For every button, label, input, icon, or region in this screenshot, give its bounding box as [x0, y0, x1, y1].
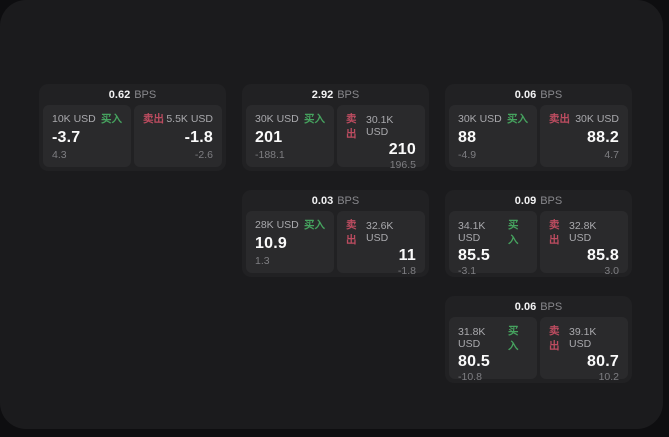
- cards-grid: 0.62 BPS 10K USD 买入 -3.7 4.3 卖出 5.5K USD…: [39, 84, 632, 383]
- bps-value: 0.06: [514, 89, 537, 101]
- buy-price: 88: [458, 128, 477, 146]
- sell-delta: -2.6: [194, 149, 213, 161]
- sell-delta: 10.2: [598, 371, 619, 383]
- sell-panel[interactable]: 卖出 5.5K USD -1.8 -2.6: [134, 105, 222, 167]
- sell-side-label: 卖出: [346, 113, 357, 140]
- buy-amount: 34.1K USD: [458, 220, 486, 244]
- buy-panel[interactable]: 31.8K USD 买入 80.5 -10.8: [449, 317, 537, 383]
- buy-side-label: 买入: [304, 113, 325, 125]
- sell-amount: 30.1K USD: [365, 114, 394, 138]
- bps-header: 2.92 BPS: [246, 86, 425, 105]
- sell-panel[interactable]: 卖出 30.1K USD 210 196.5: [337, 105, 425, 171]
- buy-panel[interactable]: 30K USD 买入 88 -4.9: [449, 105, 537, 167]
- sell-panel[interactable]: 卖出 30K USD 88.2 4.7: [540, 105, 628, 167]
- sell-price: 210: [388, 141, 416, 158]
- buy-amount: 31.8K USD: [458, 326, 486, 350]
- buy-panel[interactable]: 28K USD 买入 10.9 1.3: [246, 211, 334, 273]
- sell-price: 85.8: [587, 247, 619, 264]
- buy-side-label: 买入: [508, 219, 519, 246]
- buy-amount: 10K USD: [52, 112, 96, 125]
- sell-amount: 30K USD: [575, 112, 619, 125]
- sell-amount: 32.6K USD: [365, 220, 394, 244]
- bps-header: 0.06 BPS: [449, 298, 628, 317]
- bps-header: 0.06 BPS: [449, 86, 628, 105]
- buy-side-label: 买入: [304, 219, 325, 231]
- buy-amount: 30K USD: [458, 112, 502, 125]
- quote-card: 0.09 BPS 34.1K USD 买入 85.5 -3.1 卖出 32.8K…: [445, 190, 632, 277]
- buy-panel[interactable]: 34.1K USD 买入 85.5 -3.1: [449, 211, 537, 277]
- buy-side-label: 买入: [508, 325, 519, 352]
- buy-price: 80.5: [458, 353, 490, 370]
- bps-value: 0.62: [108, 89, 131, 101]
- bps-value: 0.03: [311, 195, 334, 207]
- sell-side-label: 卖出: [549, 325, 560, 352]
- bps-value: 0.06: [514, 301, 537, 313]
- sell-amount: 32.8K USD: [568, 220, 597, 244]
- bps-unit-label: BPS: [337, 195, 360, 207]
- bps-header: 0.09 BPS: [449, 192, 628, 211]
- buy-delta: -3.1: [458, 265, 477, 277]
- sell-delta: -1.8: [397, 265, 416, 277]
- buy-sell-panels: 28K USD 买入 10.9 1.3 卖出 32.6K USD 11 -1.8: [246, 211, 425, 277]
- buy-delta: 1.3: [255, 255, 270, 267]
- buy-delta: 4.3: [52, 149, 67, 161]
- sell-side-label: 卖出: [143, 113, 164, 125]
- sell-delta: 3.0: [604, 265, 619, 277]
- buy-delta: -4.9: [458, 149, 477, 161]
- app-window: 0.62 BPS 10K USD 买入 -3.7 4.3 卖出 5.5K USD…: [0, 0, 663, 429]
- sell-side-label: 卖出: [549, 219, 560, 246]
- sell-price: -1.8: [184, 128, 213, 146]
- buy-amount: 30K USD: [255, 112, 299, 125]
- sell-price: 11: [398, 247, 416, 264]
- bps-unit-label: BPS: [540, 89, 563, 101]
- buy-price: 201: [255, 128, 283, 146]
- buy-amount: 28K USD: [255, 218, 299, 231]
- sell-side-label: 卖出: [549, 113, 570, 125]
- bps-value: 0.09: [514, 195, 537, 207]
- buy-price: -3.7: [52, 128, 81, 146]
- sell-price: 88.2: [587, 128, 619, 146]
- sell-amount: 5.5K USD: [166, 112, 213, 125]
- bps-unit-label: BPS: [337, 89, 360, 101]
- buy-sell-panels: 34.1K USD 买入 85.5 -3.1 卖出 32.8K USD 85.8…: [449, 211, 628, 277]
- sell-price: 80.7: [587, 353, 619, 370]
- buy-side-label: 买入: [101, 113, 122, 125]
- buy-panel[interactable]: 10K USD 买入 -3.7 4.3: [43, 105, 131, 167]
- quote-card: 0.06 BPS 30K USD 买入 88 -4.9 卖出 30K USD 8…: [445, 84, 632, 171]
- buy-sell-panels: 30K USD 买入 201 -188.1 卖出 30.1K USD 210 1…: [246, 105, 425, 171]
- quote-card: 2.92 BPS 30K USD 买入 201 -188.1 卖出 30.1K …: [242, 84, 429, 171]
- buy-price: 85.5: [458, 247, 490, 264]
- bps-unit-label: BPS: [540, 301, 563, 313]
- bps-unit-label: BPS: [134, 89, 157, 101]
- sell-panel[interactable]: 卖出 39.1K USD 80.7 10.2: [540, 317, 628, 383]
- quote-card: 0.06 BPS 31.8K USD 买入 80.5 -10.8 卖出 39.1…: [445, 296, 632, 383]
- sell-delta: 4.7: [604, 149, 619, 161]
- quote-card: 0.62 BPS 10K USD 买入 -3.7 4.3 卖出 5.5K USD…: [39, 84, 226, 171]
- bps-unit-label: BPS: [540, 195, 563, 207]
- sell-panel[interactable]: 卖出 32.8K USD 85.8 3.0: [540, 211, 628, 277]
- bps-header: 0.62 BPS: [43, 86, 222, 105]
- buy-sell-panels: 30K USD 买入 88 -4.9 卖出 30K USD 88.2 4.7: [449, 105, 628, 167]
- buy-delta: -188.1: [255, 149, 285, 161]
- bps-value: 2.92: [311, 89, 334, 101]
- buy-side-label: 买入: [507, 113, 528, 125]
- sell-panel[interactable]: 卖出 32.6K USD 11 -1.8: [337, 211, 425, 277]
- quote-card: 0.03 BPS 28K USD 买入 10.9 1.3 卖出 32.6K US…: [242, 190, 429, 277]
- buy-sell-panels: 31.8K USD 买入 80.5 -10.8 卖出 39.1K USD 80.…: [449, 317, 628, 383]
- buy-sell-panels: 10K USD 买入 -3.7 4.3 卖出 5.5K USD -1.8 -2.…: [43, 105, 222, 167]
- sell-delta: 196.5: [389, 159, 416, 171]
- buy-panel[interactable]: 30K USD 买入 201 -188.1: [246, 105, 334, 167]
- sell-side-label: 卖出: [346, 219, 357, 246]
- buy-price: 10.9: [255, 234, 287, 252]
- bps-header: 0.03 BPS: [246, 192, 425, 211]
- buy-delta: -10.8: [458, 371, 482, 383]
- sell-amount: 39.1K USD: [568, 326, 597, 350]
